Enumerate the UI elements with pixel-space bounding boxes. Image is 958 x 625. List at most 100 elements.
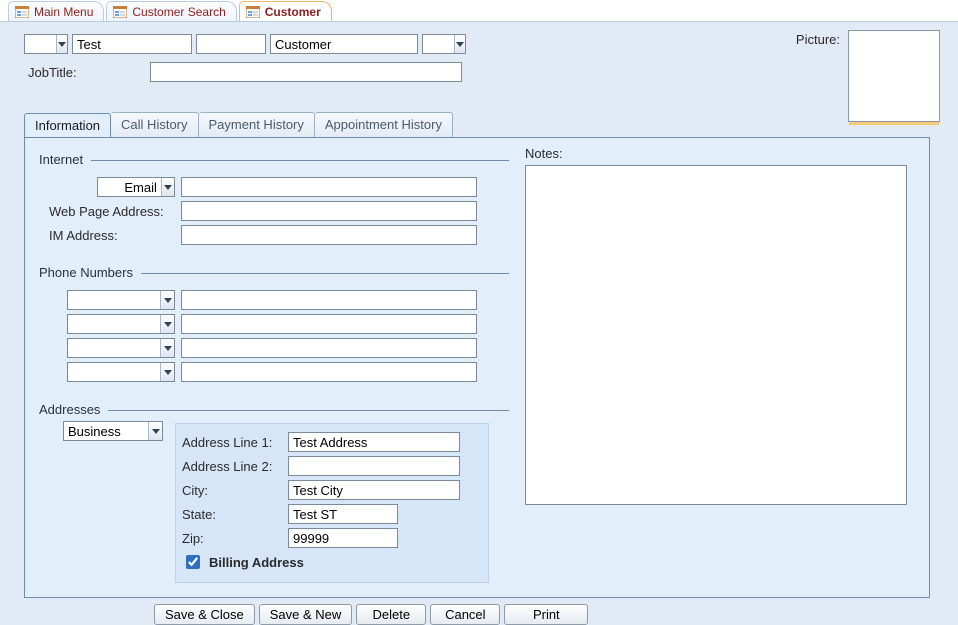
print-button[interactable]: Print — [504, 604, 588, 625]
addr-city-label: City: — [182, 483, 282, 498]
phone-type-input[interactable] — [68, 363, 160, 381]
dropdown-button[interactable] — [148, 422, 162, 440]
jobtitle-label: JobTitle: — [24, 65, 144, 80]
window-tab-customer-search[interactable]: Customer Search — [106, 1, 236, 21]
tab-label: Information — [35, 118, 100, 133]
delete-button[interactable]: Delete — [356, 604, 426, 625]
email-input[interactable] — [181, 177, 477, 197]
group-phones: Phone Numbers — [39, 265, 509, 392]
chevron-down-icon — [164, 185, 172, 190]
name-prefix-combo[interactable] — [24, 34, 68, 54]
group-addresses: Addresses Address Line 1: Address Line 2… — [39, 402, 509, 589]
button-bar: Save & Close Save & New Delete Cancel Pr… — [24, 598, 930, 625]
name-suffix-input[interactable] — [423, 35, 454, 53]
chevron-down-icon — [164, 322, 172, 327]
group-internet: Internet Web Page Address: — [39, 152, 509, 255]
picture-area: Picture: — [796, 30, 940, 122]
name-suffix-combo[interactable] — [422, 34, 466, 54]
addr-line2-label: Address Line 2: — [182, 459, 282, 474]
group-rule — [141, 273, 509, 274]
save-new-button[interactable]: Save & New — [259, 604, 353, 625]
picture-label: Picture: — [796, 30, 840, 47]
tab-payment-history[interactable]: Payment History — [199, 112, 315, 137]
save-close-button[interactable]: Save & Close — [154, 604, 255, 625]
email-type-combo[interactable] — [97, 177, 175, 197]
phone-number-input[interactable] — [181, 314, 477, 334]
chevron-down-icon — [456, 42, 464, 47]
address-block: Address Line 1: Address Line 2: City: St… — [175, 423, 489, 583]
group-rule — [108, 410, 509, 411]
tab-label: Call History — [121, 117, 187, 132]
addr-state-input[interactable] — [288, 504, 398, 524]
form-icon — [246, 6, 260, 18]
group-title-internet: Internet — [39, 152, 83, 167]
dropdown-button[interactable] — [56, 35, 67, 53]
picture-box[interactable] — [848, 30, 940, 122]
notes-area: Notes: — [525, 146, 907, 508]
phone-number-input[interactable] — [181, 362, 477, 382]
chevron-down-icon — [152, 429, 160, 434]
tab-page-information: Notes: Internet — [24, 137, 930, 598]
addr-line2-input[interactable] — [288, 456, 460, 476]
group-rule — [91, 160, 509, 161]
notes-label: Notes: — [525, 146, 907, 161]
tab-appointment-history[interactable]: Appointment History — [315, 112, 453, 137]
dropdown-button[interactable] — [160, 291, 174, 309]
addr-city-input[interactable] — [288, 480, 460, 500]
group-title-phones: Phone Numbers — [39, 265, 133, 280]
chevron-down-icon — [164, 370, 172, 375]
last-name-input[interactable] — [270, 34, 418, 54]
webpage-label: Web Page Address: — [49, 204, 175, 219]
name-prefix-input[interactable] — [25, 35, 56, 53]
phone-type-combo[interactable] — [67, 290, 175, 310]
tab-strip: Information Call History Payment History… — [24, 112, 930, 137]
phone-type-input[interactable] — [68, 315, 160, 333]
webpage-input[interactable] — [181, 201, 477, 221]
form-icon — [15, 6, 29, 18]
dropdown-button[interactable] — [161, 178, 174, 196]
chevron-down-icon — [164, 346, 172, 351]
window-tab-main-menu[interactable]: Main Menu — [8, 1, 104, 21]
addr-line1-label: Address Line 1: — [182, 435, 282, 450]
phone-number-input[interactable] — [181, 290, 477, 310]
middle-name-input[interactable] — [196, 34, 266, 54]
window-tab-customer[interactable]: Customer — [239, 1, 332, 21]
tab-information[interactable]: Information — [24, 113, 111, 138]
chevron-down-icon — [58, 42, 66, 47]
phone-type-combo[interactable] — [67, 338, 175, 358]
dropdown-button[interactable] — [160, 363, 174, 381]
phone-type-input[interactable] — [68, 291, 160, 309]
form-body: Picture: JobTitle: Information Call Hist… — [0, 22, 958, 625]
phone-type-input[interactable] — [68, 339, 160, 357]
chevron-down-icon — [164, 298, 172, 303]
addr-state-label: State: — [182, 507, 282, 522]
window-tab-label: Main Menu — [34, 5, 93, 19]
billing-checkbox[interactable] — [186, 555, 200, 569]
dropdown-button[interactable] — [160, 339, 174, 357]
phone-type-combo[interactable] — [67, 362, 175, 382]
addr-zip-label: Zip: — [182, 531, 282, 546]
window-tabs: Main Menu Customer Search Customer — [0, 0, 958, 22]
phone-type-combo[interactable] — [67, 314, 175, 334]
notes-textarea[interactable] — [525, 165, 907, 505]
form-icon — [113, 6, 127, 18]
first-name-input[interactable] — [72, 34, 192, 54]
tab-call-history[interactable]: Call History — [111, 112, 198, 137]
window-tab-label: Customer Search — [132, 5, 225, 19]
address-type-input[interactable] — [64, 422, 148, 440]
addr-zip-input[interactable] — [288, 528, 398, 548]
tab-label: Appointment History — [325, 117, 442, 132]
dropdown-button[interactable] — [160, 315, 174, 333]
im-label: IM Address: — [49, 228, 175, 243]
address-type-combo[interactable] — [63, 421, 163, 441]
email-type-input[interactable] — [98, 178, 161, 196]
im-input[interactable] — [181, 225, 477, 245]
jobtitle-input[interactable] — [150, 62, 462, 82]
billing-label: Billing Address — [209, 555, 304, 570]
phone-number-input[interactable] — [181, 338, 477, 358]
group-title-addresses: Addresses — [39, 402, 100, 417]
cancel-button[interactable]: Cancel — [430, 604, 500, 625]
dropdown-button[interactable] — [454, 35, 465, 53]
addr-line1-input[interactable] — [288, 432, 460, 452]
tab-control: Information Call History Payment History… — [24, 112, 930, 625]
